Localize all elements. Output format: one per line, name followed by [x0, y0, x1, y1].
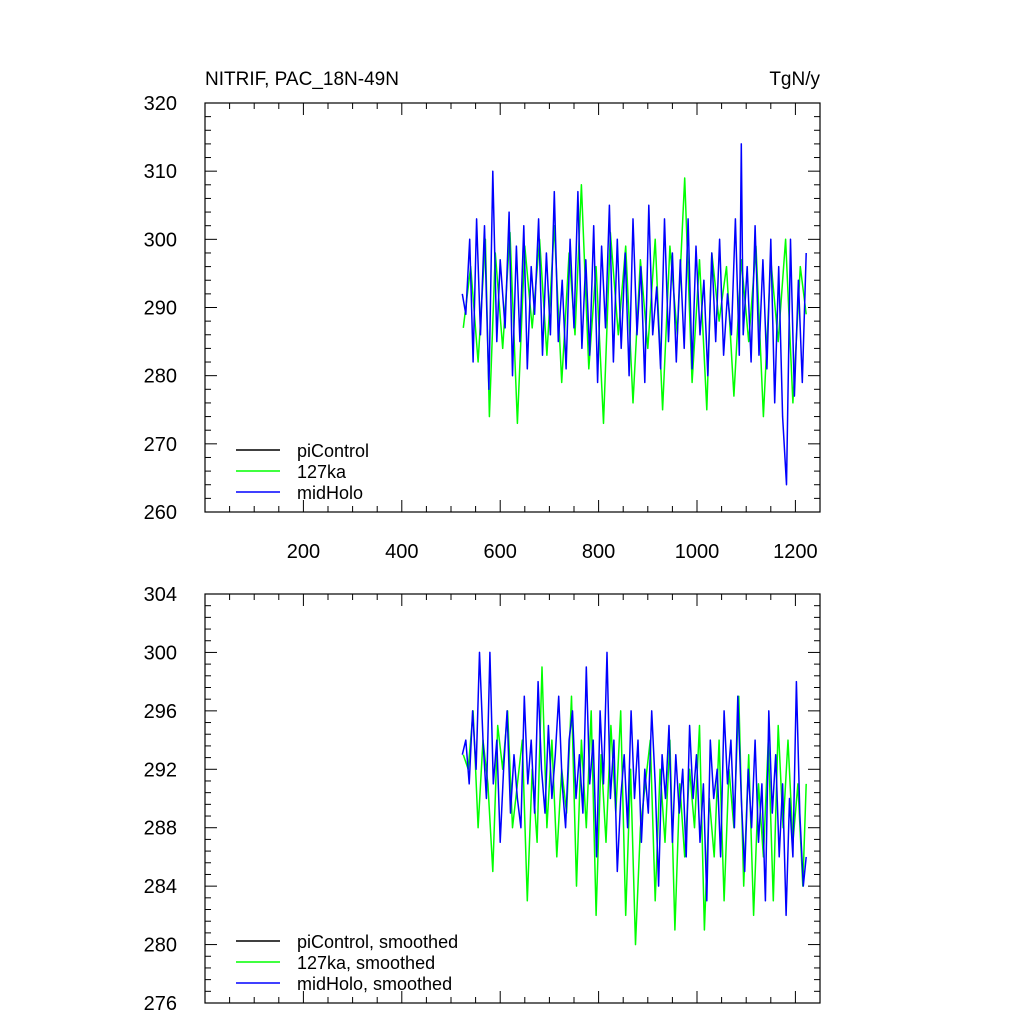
y-tick-label: 280 — [144, 366, 177, 388]
bottom-plot-frame — [204, 593, 821, 1004]
x-tick-label: 800 — [582, 541, 615, 563]
y-tick-label: 310 — [144, 161, 177, 183]
legend-label: midHolo — [297, 483, 363, 503]
y-tick-label: 300 — [144, 229, 177, 251]
y-tick-label: 290 — [144, 298, 177, 320]
y-tick-label: 304 — [144, 584, 177, 606]
bottom-chart-panel: 276 280 284 288 292 296 300 304 piControl, smoo… — [144, 584, 821, 1015]
chart-title: NITRIF, PAC_18N-49N — [205, 69, 399, 90]
y-tick-label: 288 — [144, 818, 177, 840]
y-tick-label: 260 — [144, 502, 177, 524]
y-tick-label: 276 — [144, 993, 177, 1015]
legend-label: piControl — [297, 441, 369, 461]
top-series-lines — [461, 143, 807, 486]
legend-label: midHolo, smoothed — [297, 974, 452, 994]
legend-label: piControl, smoothed — [297, 932, 458, 952]
x-tick-label: 600 — [484, 541, 517, 563]
y-tick-label: 270 — [144, 434, 177, 456]
x-tick-label: 1200 — [773, 541, 818, 563]
bottom-series-lines — [461, 651, 807, 946]
bottom-axis-ticks: 276 280 284 288 292 296 300 304 — [144, 584, 820, 1015]
y-tick-label: 284 — [144, 876, 177, 898]
y-tick-label: 280 — [144, 935, 177, 957]
series-line-127ka — [462, 177, 807, 425]
y-tick-label: 320 — [144, 93, 177, 115]
chart-units: TgN/y — [769, 69, 820, 90]
top-chart-panel: NITRIF, PAC_18N-49N TgN/y 200 400 600 800 10… — [144, 69, 821, 563]
legend-label: 127ka, smoothed — [297, 953, 435, 973]
series-line-midholo-smoothed — [461, 651, 807, 917]
top-axis-ticks: 200 400 600 800 1000 1200 260 270 280 290 300 310 32… — [144, 93, 820, 563]
y-tick-label: 300 — [144, 642, 177, 664]
x-tick-label: 200 — [287, 541, 320, 563]
y-tick-label: 296 — [144, 701, 177, 723]
y-tick-label: 292 — [144, 759, 177, 781]
series-line-midholo — [461, 143, 807, 486]
legend-label: 127ka — [297, 462, 347, 482]
x-tick-label: 400 — [385, 541, 418, 563]
x-tick-label: 1000 — [675, 541, 720, 563]
